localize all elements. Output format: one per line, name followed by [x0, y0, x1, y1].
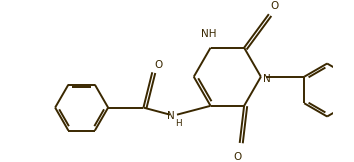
Text: N: N	[167, 111, 175, 122]
Text: H: H	[175, 119, 182, 128]
Text: NH: NH	[201, 29, 217, 39]
Text: N: N	[263, 74, 270, 84]
Text: O: O	[154, 60, 162, 70]
Text: O: O	[270, 1, 279, 12]
Text: O: O	[234, 152, 242, 162]
